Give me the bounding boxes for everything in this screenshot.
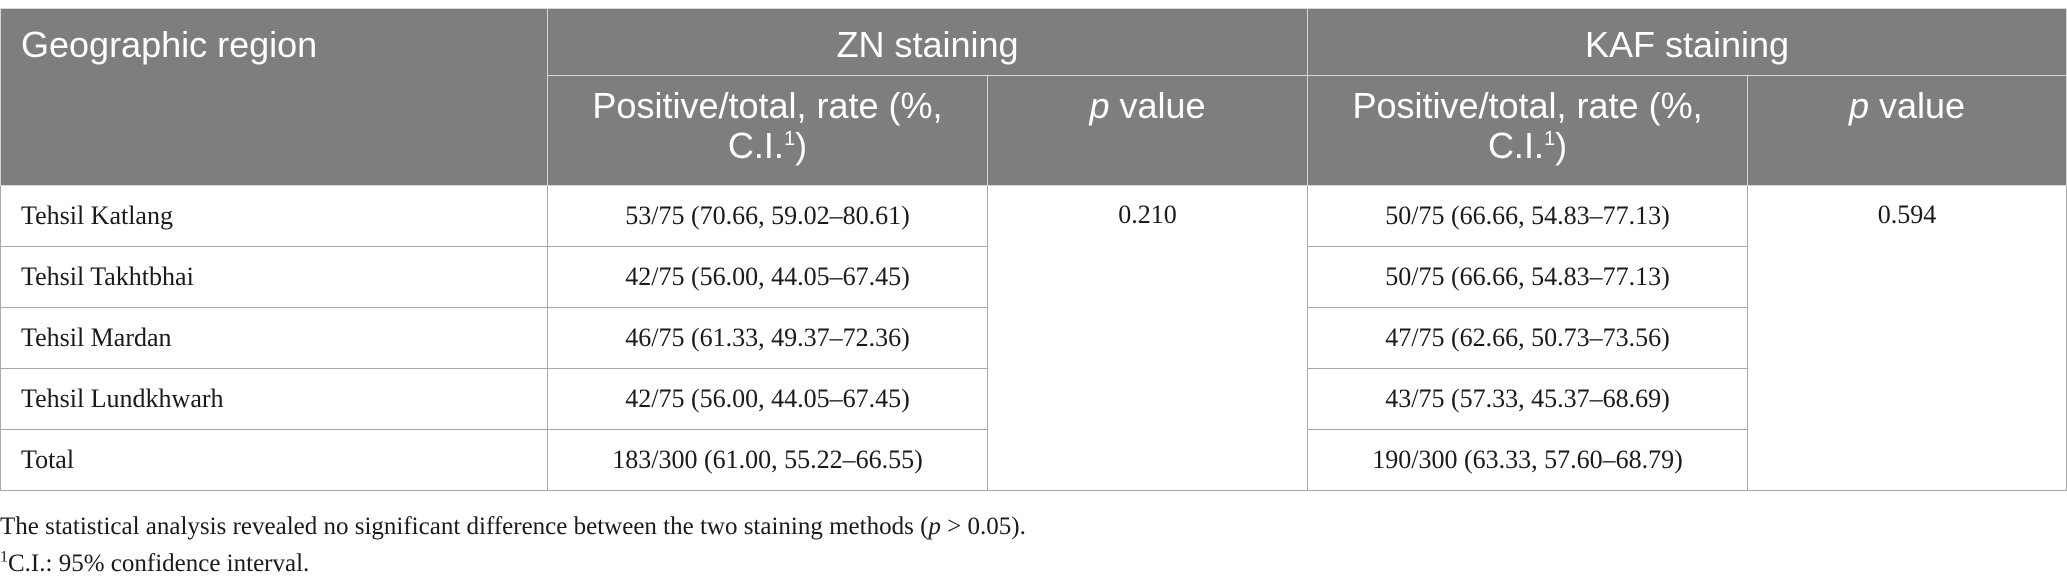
header-kaf-ci-sup: 1: [1543, 128, 1556, 150]
zn-result-cell: 42/75 (56.00, 44.05–67.45): [547, 368, 988, 430]
header-kaf-positive-total: Positive/total, rate (%, C.I.1): [1307, 75, 1749, 186]
header-zn-p-rest: value: [1109, 85, 1206, 126]
table-row: Tehsil Katlang 53/75 (70.66, 59.02–80.61…: [0, 185, 2067, 491]
region-cell: Total: [0, 429, 548, 491]
kaf-result-cell: 47/75 (62.66, 50.73–73.56): [1307, 307, 1749, 369]
footnote-ci-sup: 1: [0, 548, 8, 566]
header-kaf-ci-suffix: ): [1555, 125, 1568, 166]
zn-result-cell: 53/75 (70.66, 59.02–80.61): [547, 185, 988, 247]
table-row: Tehsil Lundkhwarh 42/75 (56.00, 44.05–67…: [0, 368, 2067, 430]
header-row-subcolumns: Positive/total, rate (%, C.I.1) p value …: [1, 75, 2067, 186]
header-zn-positive-total-text: Positive/total, rate (%,: [592, 85, 943, 126]
header-kaf-p-value: p value: [1747, 75, 2067, 186]
zn-result-cell: 183/300 (61.00, 55.22–66.55): [547, 429, 988, 491]
zn-p-value-cell: 0.210: [986, 185, 1309, 491]
footnote-significance: The statistical analysis revealed no sig…: [0, 508, 1026, 545]
zn-result-cell: 46/75 (61.33, 49.37–72.36): [547, 307, 988, 369]
staining-results-table: Geographic region ZN staining KAF staini…: [0, 8, 2067, 491]
header-zn-ci-sup: 1: [783, 128, 796, 150]
table-footnotes: The statistical analysis revealed no sig…: [0, 508, 1026, 582]
header-kaf-p-italic: p: [1848, 85, 1869, 126]
header-kaf-staining: KAF staining: [1307, 8, 2067, 76]
header-region: Geographic region: [0, 8, 548, 186]
region-cell: Tehsil Katlang: [0, 185, 548, 247]
header-kaf-ci-text: C.I.: [1487, 125, 1544, 166]
region-cell: Tehsil Lundkhwarh: [0, 368, 548, 430]
region-cell: Tehsil Takhtbhai: [0, 246, 548, 308]
kaf-result-cell: 43/75 (57.33, 45.37–68.69): [1307, 368, 1749, 430]
header-zn-ci-suffix: ): [795, 125, 808, 166]
footnote-text-b: > 0.05).: [940, 513, 1026, 540]
header-zn-staining: ZN staining: [546, 8, 1309, 76]
header-zn-ci-text: C.I.: [727, 125, 784, 166]
footnote-p-italic: p: [928, 513, 941, 540]
kaf-p-value-cell: 0.594: [1747, 185, 2067, 491]
table-row: Tehsil Takhtbhai 42/75 (56.00, 44.05–67.…: [0, 246, 2067, 308]
kaf-result-cell: 50/75 (66.66, 54.83–77.13): [1307, 185, 1749, 247]
footnote-ci-text: C.I.: 95% confidence interval.: [8, 550, 310, 577]
results-table-container: Geographic region ZN staining KAF staini…: [0, 8, 2067, 491]
header-kaf-positive-total-text: Positive/total, rate (%,: [1352, 85, 1703, 126]
header-zn-p-italic: p: [1089, 85, 1110, 126]
table-row: Tehsil Mardan 46/75 (61.33, 49.37–72.36)…: [0, 307, 2067, 369]
kaf-result-cell: 190/300 (63.33, 57.60–68.79): [1307, 429, 1749, 491]
region-cell: Tehsil Mardan: [0, 307, 548, 369]
header-zn-positive-total: Positive/total, rate (%, C.I.1): [547, 75, 988, 186]
kaf-result-cell: 50/75 (66.66, 54.83–77.13): [1307, 246, 1749, 308]
footnote-ci: 1C.I.: 95% confidence interval.: [0, 545, 1026, 582]
zn-result-cell: 42/75 (56.00, 44.05–67.45): [547, 246, 988, 308]
header-row-groups: Geographic region ZN staining KAF staini…: [0, 8, 2067, 186]
header-zn-p-value: p value: [986, 75, 1309, 186]
footnote-text-a: The statistical analysis revealed no sig…: [0, 513, 929, 540]
header-kaf-p-rest: value: [1869, 85, 1966, 126]
table-row-total: Total 183/300 (61.00, 55.22–66.55) 190/3…: [0, 429, 2067, 491]
